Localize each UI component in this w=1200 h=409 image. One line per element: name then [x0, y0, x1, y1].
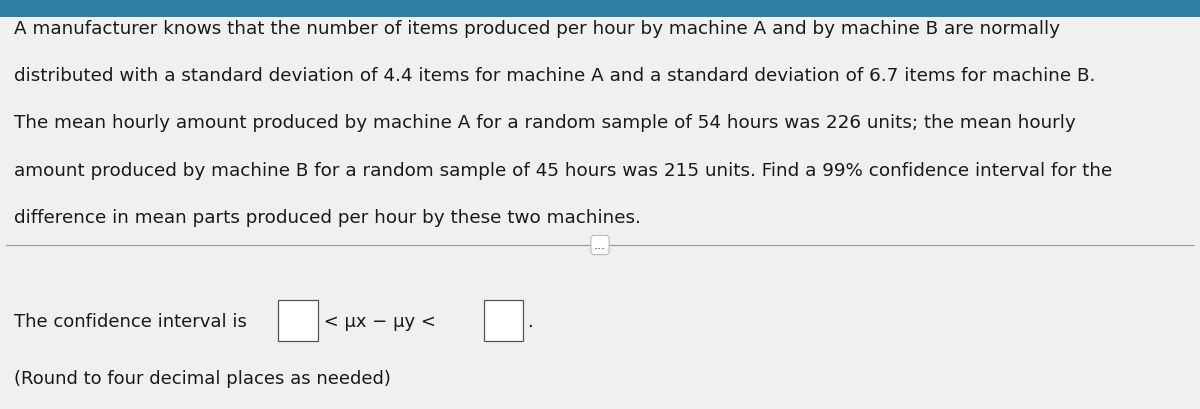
FancyBboxPatch shape — [278, 301, 318, 342]
Text: distributed with a standard deviation of 4.4 items for machine A and a standard : distributed with a standard deviation of… — [14, 67, 1096, 85]
Text: A manufacturer knows that the number of items produced per hour by machine A and: A manufacturer knows that the number of … — [14, 20, 1061, 38]
FancyBboxPatch shape — [484, 301, 523, 342]
Text: ...: ... — [594, 239, 606, 252]
Text: .: . — [527, 312, 533, 330]
Text: The confidence interval is: The confidence interval is — [14, 312, 253, 330]
Text: amount produced by machine B for a random sample of 45 hours was 215 units. Find: amount produced by machine B for a rando… — [14, 161, 1112, 179]
Text: difference in mean parts produced per hour by these two machines.: difference in mean parts produced per ho… — [14, 208, 641, 226]
Text: < μx − μy <: < μx − μy < — [318, 312, 442, 330]
Text: (Round to four decimal places as needed): (Round to four decimal places as needed) — [14, 369, 391, 387]
Text: The mean hourly amount produced by machine A for a random sample of 54 hours was: The mean hourly amount produced by machi… — [14, 114, 1076, 132]
FancyBboxPatch shape — [0, 0, 1200, 18]
